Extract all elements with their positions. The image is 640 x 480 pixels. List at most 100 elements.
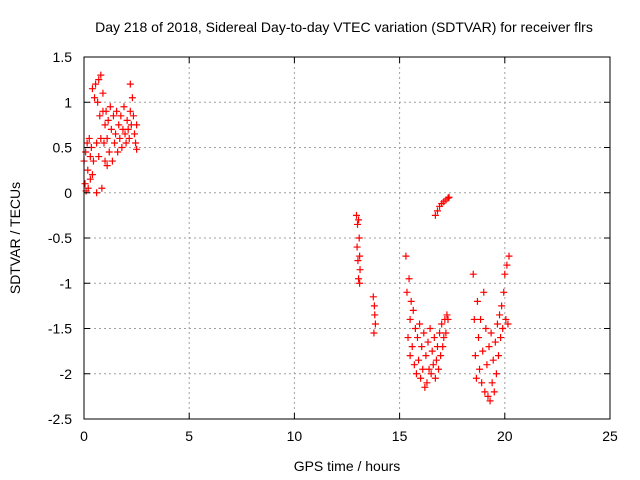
data-point (407, 297, 415, 305)
data-point (104, 116, 112, 124)
data-point (99, 89, 107, 97)
data-point (126, 80, 134, 88)
data-point (354, 257, 362, 265)
data-point (422, 352, 430, 360)
data-point (101, 121, 109, 129)
data-point (369, 293, 377, 301)
data-point (128, 94, 136, 102)
data-point (132, 139, 140, 147)
plot-frame (83, 56, 611, 420)
data-point (477, 315, 485, 323)
data-point (496, 311, 504, 319)
data-point (371, 311, 379, 319)
data-point (471, 352, 479, 360)
tick-layer: 0 5 10 15 20 25 1.5 1 0.5 0 -0.5 -1 -1.5 -2 -2.5 (48, 49, 618, 444)
data-point (417, 374, 425, 382)
data-point (410, 361, 418, 369)
data-point (470, 315, 478, 323)
data-point (93, 139, 101, 147)
data-point (428, 347, 436, 355)
data-point (484, 392, 492, 400)
data-point (432, 356, 440, 364)
data-point (415, 356, 423, 364)
data-point (352, 211, 360, 219)
data-point (354, 220, 362, 228)
data-point (438, 320, 446, 328)
x-tick-label: 10 (287, 428, 303, 444)
data-point (108, 157, 116, 165)
y-axis-label: SDTVAR / TECUs (7, 182, 23, 294)
y-tick-label: 1.5 (53, 49, 73, 65)
data-point (501, 270, 509, 278)
data-point (429, 361, 437, 369)
data-point (403, 288, 411, 296)
data-point (129, 112, 137, 120)
data-point (97, 71, 105, 79)
data-point (356, 279, 364, 287)
data-point (481, 388, 489, 396)
data-point (116, 134, 124, 142)
data-point (106, 103, 114, 111)
data-point (101, 157, 109, 165)
data-point (475, 334, 482, 342)
data-point (111, 139, 119, 147)
data-point (412, 370, 420, 378)
data-point (118, 144, 126, 151)
data-point (424, 338, 432, 346)
data-point (478, 379, 486, 387)
data-point (124, 125, 132, 133)
data-point (125, 134, 133, 142)
data-point (103, 162, 111, 170)
data-point (126, 107, 134, 115)
data-point (95, 76, 103, 84)
data-point (370, 302, 378, 310)
data-point (109, 112, 117, 120)
data-point (502, 315, 510, 323)
data-point (370, 329, 378, 337)
grid-layer (84, 57, 610, 419)
data-point (427, 370, 435, 378)
data-point (431, 374, 439, 382)
y-tick-label: 1 (64, 94, 72, 110)
data-point (439, 343, 447, 351)
data-point (445, 193, 453, 201)
data-point (423, 379, 431, 387)
data-point (491, 338, 499, 346)
data-point (435, 365, 443, 373)
data-point (120, 103, 128, 111)
data-point (420, 329, 428, 337)
data-point (355, 234, 363, 242)
data-point (406, 315, 414, 323)
data-point (122, 139, 130, 147)
data-point (133, 121, 141, 129)
data-point (472, 374, 480, 382)
data-point (469, 270, 477, 278)
data-point (123, 116, 131, 124)
data-point (112, 130, 120, 138)
y-tick-label: -1 (60, 275, 73, 291)
data-point (433, 207, 441, 215)
data-point (406, 352, 414, 360)
data-point (103, 134, 111, 142)
data-point (443, 311, 451, 319)
data-point (86, 153, 94, 161)
data-point (408, 343, 416, 351)
data-point (494, 352, 502, 360)
data-point (409, 306, 417, 314)
data-point (133, 145, 141, 153)
data-point (486, 397, 494, 405)
data-point (356, 252, 364, 260)
data-point (100, 139, 108, 147)
data-point (499, 325, 507, 332)
data-point (83, 139, 91, 147)
data-point (114, 148, 122, 156)
data-point (437, 352, 445, 360)
data-point (355, 216, 363, 224)
data-point (92, 80, 100, 88)
data-point (418, 343, 426, 351)
data-point (102, 107, 110, 115)
x-tick-label: 5 (185, 428, 193, 444)
data-point (473, 297, 481, 305)
data-point (117, 112, 125, 120)
